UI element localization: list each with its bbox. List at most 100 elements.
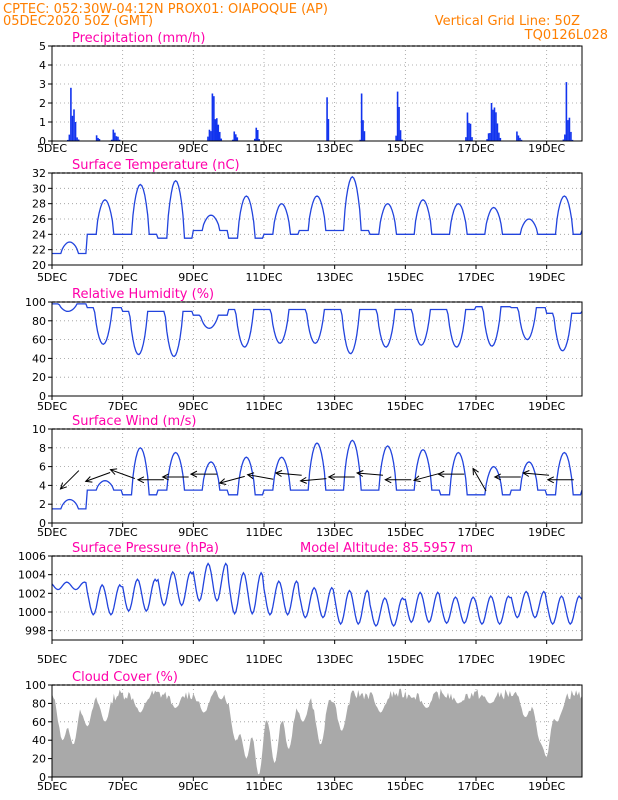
header-date-line: 05DEC2020 50Z (GMT) bbox=[3, 14, 153, 29]
panel-title: Cloud Cover (%) bbox=[72, 670, 178, 685]
precip-bar bbox=[493, 107, 496, 141]
precip-bar bbox=[362, 120, 364, 141]
x-tick-label: 17DEC bbox=[457, 400, 494, 413]
header-gridline-info: Vertical Grid Line: 50Z bbox=[435, 14, 580, 29]
model-altitude-label: Model Altitude: 85.5957 m bbox=[300, 541, 473, 556]
x-tick-label: 7DEC bbox=[108, 780, 138, 793]
x-tick-label: 15DEC bbox=[387, 271, 424, 284]
x-tick-label: 13DEC bbox=[316, 653, 353, 666]
wind-vector-head bbox=[189, 470, 198, 478]
precip-bar bbox=[256, 129, 259, 141]
precip-bar bbox=[117, 136, 119, 141]
y-tick-label: 1000 bbox=[18, 606, 46, 619]
x-tick-label: 19DEC bbox=[528, 271, 565, 284]
y-tick-label: 28 bbox=[32, 198, 46, 211]
precip-bar bbox=[498, 132, 500, 141]
precip-bar bbox=[110, 139, 113, 141]
x-tick-label: 5DEC bbox=[37, 653, 67, 666]
y-tick-label: 1002 bbox=[18, 587, 46, 600]
wind-vector bbox=[357, 472, 383, 476]
y-tick-label: 0 bbox=[39, 771, 46, 784]
panel-precip: 0 1 2 3 4 5 5DEC 7DEC 9DEC 11DEC 13DEC 15DEC 17DEC 19… bbox=[37, 31, 583, 155]
wind-vector bbox=[523, 472, 550, 476]
x-tick-label: 19DEC bbox=[528, 526, 565, 539]
wind-vector-head bbox=[546, 476, 555, 484]
y-tick-label: 100 bbox=[25, 679, 46, 692]
y-tick-label: 0 bbox=[39, 135, 46, 148]
x-tick-label: 5DEC bbox=[37, 526, 67, 539]
precip-bar bbox=[253, 138, 256, 141]
precip-bar bbox=[67, 139, 69, 141]
y-tick-label: 4 bbox=[39, 59, 46, 72]
cloud-cover-area bbox=[52, 688, 582, 777]
precip-bar bbox=[208, 129, 211, 141]
x-tick-label: 11DEC bbox=[245, 400, 282, 413]
precip-bar bbox=[98, 138, 101, 141]
y-tick-label: 8 bbox=[39, 442, 46, 455]
x-tick-label: 19DEC bbox=[528, 142, 565, 155]
y-tick-label: 20 bbox=[32, 753, 46, 766]
precip-bar bbox=[71, 115, 74, 141]
precip-bar bbox=[207, 136, 209, 141]
x-tick-label: 7DEC bbox=[108, 271, 138, 284]
y-tick-label: 2 bbox=[39, 498, 46, 511]
precip-bar bbox=[396, 91, 399, 141]
wind-vector-head bbox=[412, 475, 421, 483]
precip-bar bbox=[363, 131, 366, 141]
x-tick-label: 17DEC bbox=[457, 142, 494, 155]
y-tick-label: 20 bbox=[32, 259, 46, 272]
header-model-id: TQ0126L028 bbox=[524, 28, 608, 43]
wind-vector-head bbox=[384, 476, 392, 484]
precip-bar bbox=[70, 87, 72, 141]
wind-vector-head bbox=[299, 476, 307, 484]
precip-bar bbox=[565, 82, 568, 141]
precip-bar bbox=[401, 139, 403, 141]
y-tick-label: 40 bbox=[32, 734, 46, 747]
y-tick-label: 4 bbox=[39, 479, 46, 492]
precip-bar bbox=[469, 123, 472, 141]
x-tick-label: 5DEC bbox=[37, 780, 67, 793]
y-tick-label: 1004 bbox=[18, 569, 46, 582]
x-tick-label: 9DEC bbox=[178, 142, 208, 155]
panel-rh: 0 20 40 60 80 100 5DEC 7DEC 9DEC 11DEC 13DEC 15DEC 1… bbox=[25, 287, 583, 413]
wind-vector bbox=[247, 474, 274, 480]
precip-bar bbox=[258, 139, 261, 141]
x-tick-label: 19DEC bbox=[528, 400, 565, 413]
y-tick-label: 30 bbox=[32, 182, 46, 195]
x-tick-label: 15DEC bbox=[387, 526, 424, 539]
precip-bar bbox=[564, 134, 566, 141]
panel-frame bbox=[51, 301, 583, 397]
panel-title: Precipitation (mm/h) bbox=[72, 31, 205, 46]
x-tick-label: 5DEC bbox=[37, 142, 67, 155]
wind-vector-head bbox=[355, 470, 364, 477]
wind-vector-head bbox=[274, 470, 283, 477]
precip-bar bbox=[214, 119, 217, 141]
x-tick-label: 9DEC bbox=[178, 780, 208, 793]
y-tick-label: 32 bbox=[32, 167, 46, 180]
precip-bar bbox=[118, 139, 121, 141]
precip-bar bbox=[68, 134, 71, 141]
y-tick-label: 0 bbox=[39, 517, 46, 530]
precip-bar bbox=[74, 122, 77, 141]
y-tick-label: 60 bbox=[32, 716, 46, 729]
wind-vector bbox=[110, 469, 136, 480]
x-tick-label: 17DEC bbox=[457, 271, 494, 284]
precip-bar bbox=[490, 103, 493, 141]
x-tick-label: 7DEC bbox=[108, 142, 138, 155]
precip-bar bbox=[220, 138, 223, 141]
x-tick-label: 17DEC bbox=[457, 780, 494, 793]
y-tick-label: 1006 bbox=[18, 550, 46, 563]
precip-bar bbox=[360, 93, 363, 141]
precip-bar bbox=[468, 122, 470, 141]
precip-bar bbox=[465, 137, 467, 141]
precip-bar bbox=[231, 139, 234, 141]
temp-series-line bbox=[52, 175, 583, 255]
rh-series-line bbox=[52, 303, 583, 358]
x-tick-label: 9DEC bbox=[178, 271, 208, 284]
y-tick-label: 80 bbox=[32, 697, 46, 710]
precip-bar bbox=[496, 123, 499, 141]
y-tick-label: 26 bbox=[32, 213, 46, 226]
precip-bar bbox=[213, 96, 215, 141]
precip-bar bbox=[395, 135, 397, 141]
